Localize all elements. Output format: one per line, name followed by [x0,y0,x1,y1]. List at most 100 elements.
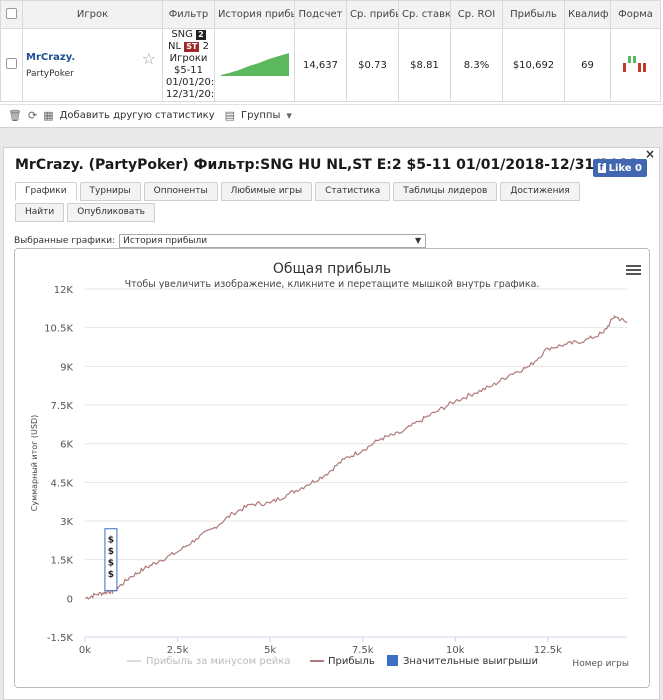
tab-graphs[interactable]: Графики [15,182,77,201]
filter-badge: 2 [196,30,206,40]
avg-profit-value: $0.73 [346,28,399,102]
table-header-row: Игрок Фильтр История прибь Подсчет Ср. п… [0,0,661,29]
facebook-icon: f [597,163,606,173]
column-header-filter[interactable]: Фильтр [162,0,215,29]
y-tick-label: -1.5K [47,633,74,644]
tab-achievements[interactable]: Достижения [500,182,580,201]
table-row: MrCrazy. PartyPoker ☆ SNG 2 NL ST 2 Игро… [0,28,661,102]
legend-item-big-wins: Значительные выигрыши [403,656,538,667]
chevron-down-icon: ▼ [415,236,422,245]
add-stats-button[interactable]: Добавить другую статистику [59,110,215,121]
filter-players-label: Игроки [169,53,208,64]
y-tick-label: 9K [60,362,73,373]
close-icon[interactable]: × [644,147,655,161]
filter-date-to: 12/31/20: [166,89,215,100]
chevron-down-icon[interactable]: ▾ [286,109,292,122]
count-value: 14,637 [294,28,347,102]
tab-leaderboards[interactable]: Таблицы лидеров [393,182,498,201]
filter-type: SNG [171,29,193,40]
column-header-qual[interactable]: Квалиф [564,0,611,29]
groups-button[interactable]: Группы [241,110,281,121]
column-header-avg-stake[interactable]: Ср. ставка [398,0,451,29]
profit-chart[interactable]: Общая прибыль Чтобы увеличить изображение… [14,248,650,688]
legend-item-profit: Прибыль [328,656,375,667]
select-all-checkbox[interactable] [0,0,23,29]
series-line-profit [84,315,628,600]
form-bars-icon [622,55,646,72]
chart-subtitle: Чтобы увеличить изображение, кликните и … [125,279,540,290]
y-tick-label: 1.5K [51,556,74,567]
tab-opponents[interactable]: Оппоненты [143,182,218,201]
big-win-symbol: $ [108,547,114,557]
avg-roi-value: 8.3% [450,28,503,102]
table-toolbar: 🗑 ⟳ ▦ Добавить другую статистику ▤ Групп… [0,104,663,126]
chart-title: Общая прибыль [273,261,391,277]
filter-cell: SNG 2 NL ST 2 Игроки $5-11 01/01/20: 12/… [162,28,215,102]
tab-favorite-games[interactable]: Любимые игры [220,182,313,201]
y-tick-label: 10.5K [44,324,73,335]
x-tick-label: 2.5k [167,645,189,656]
player-name-link[interactable]: MrCrazy. [26,51,76,63]
facebook-like-button[interactable]: f Like 0 [592,159,647,177]
filter-badge-st: ST [184,42,200,52]
tab-statistics[interactable]: Статистика [315,182,391,201]
refresh-icon[interactable]: ⟳ [27,109,38,122]
x-tick-label: 7.5k [352,645,374,656]
x-tick-label: 5k [264,645,276,656]
column-header-history[interactable]: История прибь [214,0,295,29]
column-header-avg-roi[interactable]: Ср. ROI [450,0,503,29]
x-tick-label: 0k [79,645,91,656]
big-wins-marker [104,528,118,592]
qual-value: 69 [564,28,611,102]
filter-limit: NL [167,41,182,52]
column-header-count[interactable]: Подсчет [294,0,347,29]
chart-menu-icon[interactable] [626,263,641,277]
x-tick-label: 12.5k [534,645,562,656]
player-graph-panel: × MrCrazy. (PartyPoker) Фильтр:SNG HU NL… [3,147,660,700]
y-tick-label: 12K [54,285,74,296]
graph-selector-label: Выбранные графики: [14,236,116,246]
y-tick-label: 6K [60,440,73,451]
avg-stake-value: $8.81 [398,28,451,102]
sparkline-chart [220,52,289,76]
player-cell: MrCrazy. PartyPoker ☆ [22,28,163,102]
grid-icon: ▦ [43,109,54,122]
tab-publish[interactable]: Опубликовать [67,203,155,222]
stats-panel: Игрок Фильтр История прибь Подсчет Ср. п… [0,0,663,128]
profit-value: $10,692 [502,28,565,102]
legend-swatch-big-wins [387,655,398,666]
graph-select[interactable]: История прибыли ▼ [119,234,427,248]
x-axis-label: Номер игры [572,659,629,669]
big-win-symbol: $ [108,536,114,546]
y-tick-label: 0 [67,594,73,605]
column-header-avg-profit[interactable]: Ср. прибь [346,0,399,29]
column-header-profit[interactable]: Прибыль [502,0,565,29]
legend-item-rakeless: Прибыль за минусом рейка [146,656,291,667]
history-sparkline [214,28,295,102]
stats-table: Игрок Фильтр История прибь Подсчет Ср. п… [0,0,661,102]
column-header-form[interactable]: Форма [610,0,661,29]
star-icon[interactable]: ☆ [141,49,156,68]
groups-icon: ▤ [224,109,236,122]
column-header-player[interactable]: Игрок [22,0,163,29]
form-bars [610,28,661,102]
x-tick-label: 10k [446,645,465,656]
tab-tournaments[interactable]: Турниры [79,182,141,201]
filter-stake-range: $5-11 [173,65,204,76]
big-win-symbol: $ [108,570,114,580]
filter-date-from: 01/01/20: [166,77,215,88]
panel-title: MrCrazy. (PartyPoker) Фильтр:SNG HU NL,S… [15,157,639,173]
y-tick-label: 3K [60,517,73,528]
player-room: PartyPoker [26,68,74,79]
row-checkbox[interactable] [0,28,23,102]
graph-select-value: История прибыли [123,236,208,246]
tab-bar: Графики Турниры Оппоненты Любимые игры С… [15,182,615,222]
y-tick-label: 4.5K [51,478,74,489]
y-axis-label: Суммарный итог (USD) [30,415,39,512]
chart-svg[interactable]: Общая прибыль Чтобы увеличить изображение… [15,249,649,687]
like-label: Like 0 [608,162,642,174]
y-tick-label: 7.5K [51,401,74,412]
tab-find[interactable]: Найти [15,203,65,222]
trash-icon[interactable]: 🗑 [8,109,22,122]
graph-selector-row: Выбранные графики: История прибыли ▼ [14,234,427,248]
